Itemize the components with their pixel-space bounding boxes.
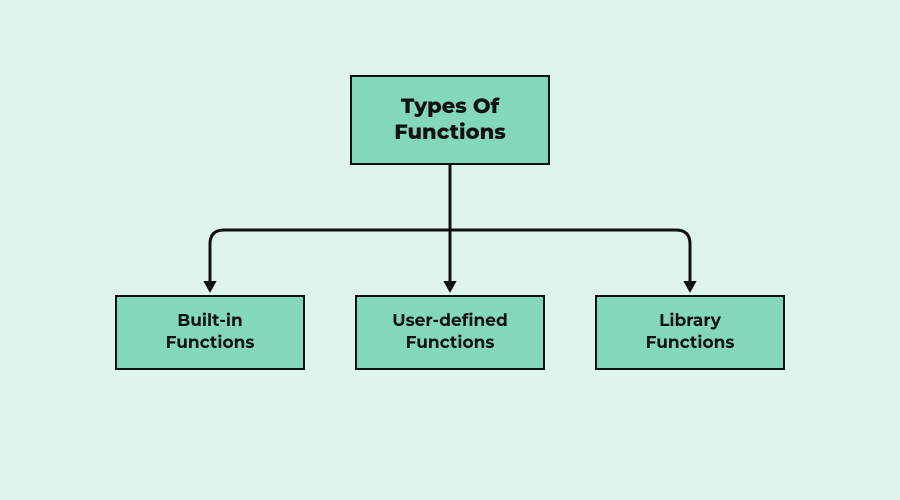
child-node-library: Library Functions [595,295,785,370]
child-node-builtin: Built-in Functions [115,295,305,370]
child-node-label: User-defined Functions [392,311,508,354]
root-node: Types Of Functions [350,75,550,165]
root-node-label: Types Of Functions [394,94,505,147]
child-node-userdefined: User-defined Functions [355,295,545,370]
child-node-label: Built-in Functions [166,311,255,354]
child-node-label: Library Functions [646,311,735,354]
diagram-canvas: Types Of Functions Built-in Functions Us… [0,0,900,500]
